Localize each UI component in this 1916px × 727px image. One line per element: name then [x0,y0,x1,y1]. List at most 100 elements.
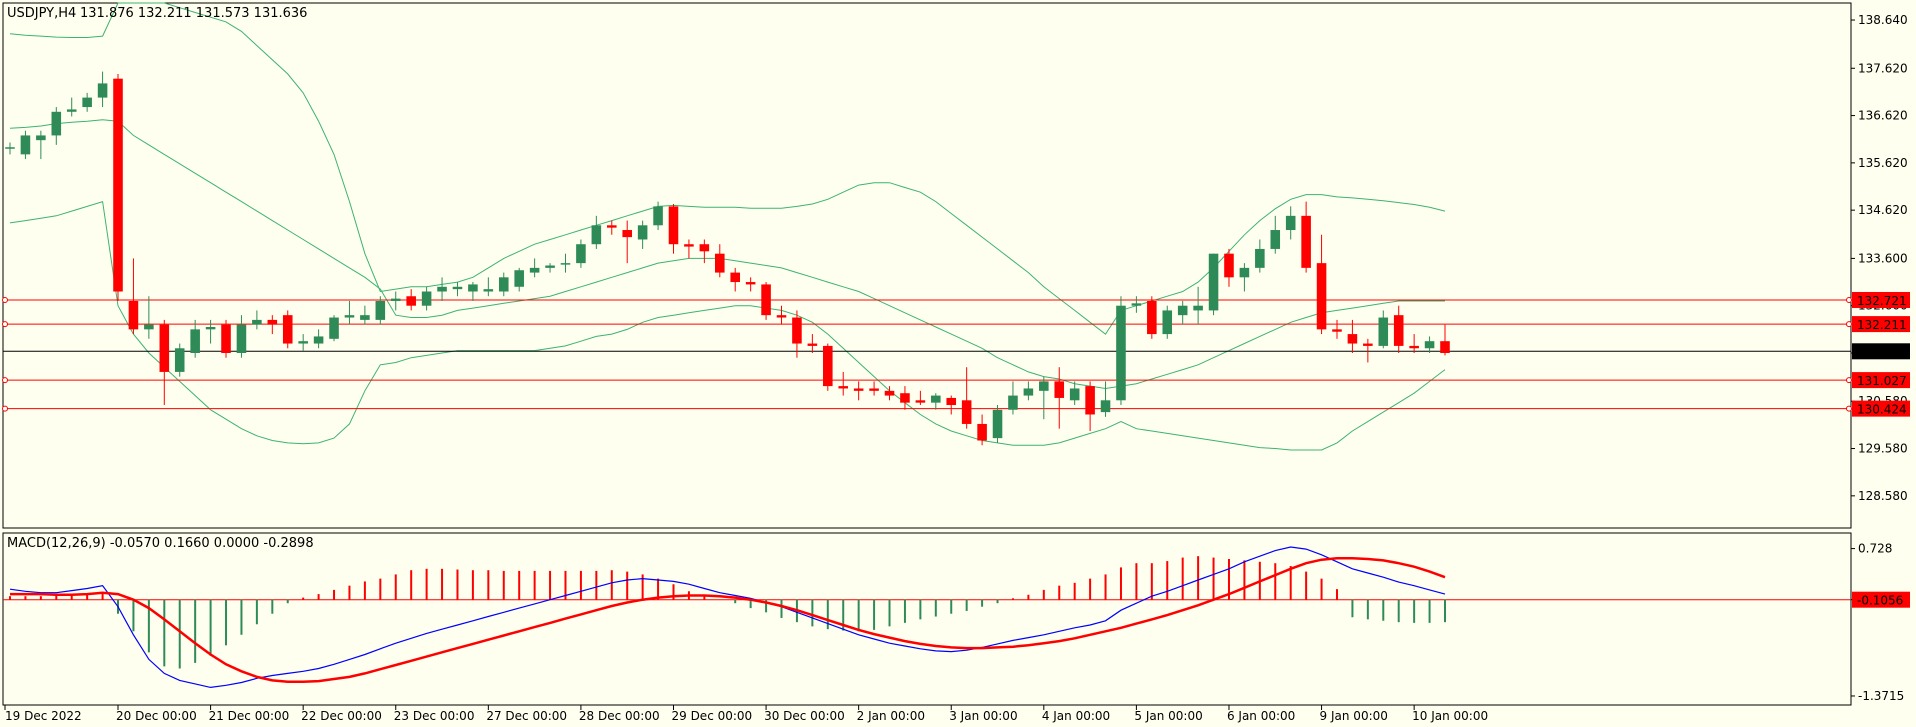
level-anchor [1846,377,1852,384]
candle-body [97,83,108,98]
candle-body [1316,263,1327,330]
time-tick-label: 6 Jan 00:00 [1227,709,1295,723]
candle-body [992,409,1003,439]
candle-body [421,291,432,306]
candle-body [1347,334,1358,344]
candle-body [51,111,62,136]
candle-body [1100,400,1111,413]
candle-body [190,329,200,353]
candle-body [1301,215,1311,268]
candle-body [884,390,895,396]
candle-body [1440,341,1450,353]
candle-body [1270,230,1281,249]
candle-body [807,343,818,346]
time-tick-label: 9 Jan 00:00 [1320,709,1388,723]
macd-plot [3,546,1851,689]
candle-body [20,135,31,155]
candle-body [390,298,401,301]
candle-body [498,277,509,292]
level-price-box [1852,316,1910,333]
candle-body [961,400,972,424]
level-price-label: 131.027 [1857,374,1907,388]
time-tick-label: 21 Dec 00:00 [209,709,290,723]
macd-line [9,546,1446,689]
candle-body [468,284,478,292]
candle-body [267,319,278,325]
candle-body [1424,341,1435,349]
candle-body [82,97,92,108]
current-price-box [1852,343,1910,360]
level-anchor [1846,296,1852,303]
candle-body [406,296,416,306]
level-anchor [1846,405,1852,412]
candle-body [838,386,849,389]
price-tick-label: 138.640 [1858,13,1908,27]
level-anchor [2,321,8,328]
price-panel-frame [2,2,1852,529]
candle-body [792,317,802,344]
candle-body [1255,248,1265,268]
chart-title: USDJPY,H4 [7,6,76,21]
time-tick-label: 4 Jan 00:00 [1042,709,1110,723]
candle-body [298,341,308,344]
time-tick-label: 27 Dec 00:00 [486,709,567,723]
level-price-box [1852,372,1910,389]
candle-body [1409,345,1419,349]
candle-body [637,225,648,240]
candle-body [1069,388,1080,401]
candle-body [174,348,185,372]
candle-body [946,397,957,406]
bollinger-lower [9,200,1446,451]
candle-body [560,263,571,265]
candle-body [1085,386,1095,415]
candle-body [1285,215,1296,231]
candle-body [221,324,231,353]
level-price-box [1852,400,1910,417]
candle-body [900,393,910,403]
candle-body [1177,305,1188,316]
candle-body [1393,315,1404,346]
candle-body [329,317,339,339]
candle-body [483,289,494,292]
candle-body [437,286,447,292]
macd-title: MACD(12,26,9) -0.0570 0.1660 0.0000 -0.2… [7,536,314,551]
price-tick-label: 135.620 [1858,156,1908,170]
candle-body [36,135,46,141]
candle-body [452,286,463,290]
price-tick-label: 136.620 [1858,109,1908,123]
candle-body [1116,305,1126,401]
candle-body [1008,395,1018,410]
candle-body [1208,253,1219,311]
candle-body [931,395,941,403]
level-price-box [1852,291,1910,308]
candle-body [1039,381,1049,391]
candle-body [1193,305,1203,311]
candle-body [344,315,355,318]
time-tick-label: 2 Jan 00:00 [857,709,925,723]
bollinger-middle [9,119,1445,390]
time-tick-label: 22 Dec 00:00 [301,709,382,723]
candle-body [776,315,787,318]
time-tick-label: 19 Dec 2022 [5,709,82,723]
candle-body [869,388,879,391]
candle-body [375,300,386,320]
candle-body [128,300,139,330]
price-tick-label: 137.620 [1858,61,1908,75]
candle-body [684,244,694,247]
macd-tick-label: 0.728 [1858,542,1892,556]
candle-body [514,270,524,287]
candle-body [915,400,926,403]
candle-body [653,206,663,226]
level-price-label: 132.721 [1857,294,1907,308]
candle-body [529,267,540,273]
time-tick-label: 5 Jan 00:00 [1134,709,1202,723]
macd-value-box [1852,591,1910,608]
level-anchor [2,405,8,412]
time-tick-label: 3 Jan 00:00 [949,709,1017,723]
level-anchor [2,296,8,303]
candle-body [1224,253,1234,278]
price-tick-label: 128.580 [1858,489,1908,503]
time-tick-label: 30 Dec 00:00 [764,709,845,723]
candle-body [360,315,370,320]
